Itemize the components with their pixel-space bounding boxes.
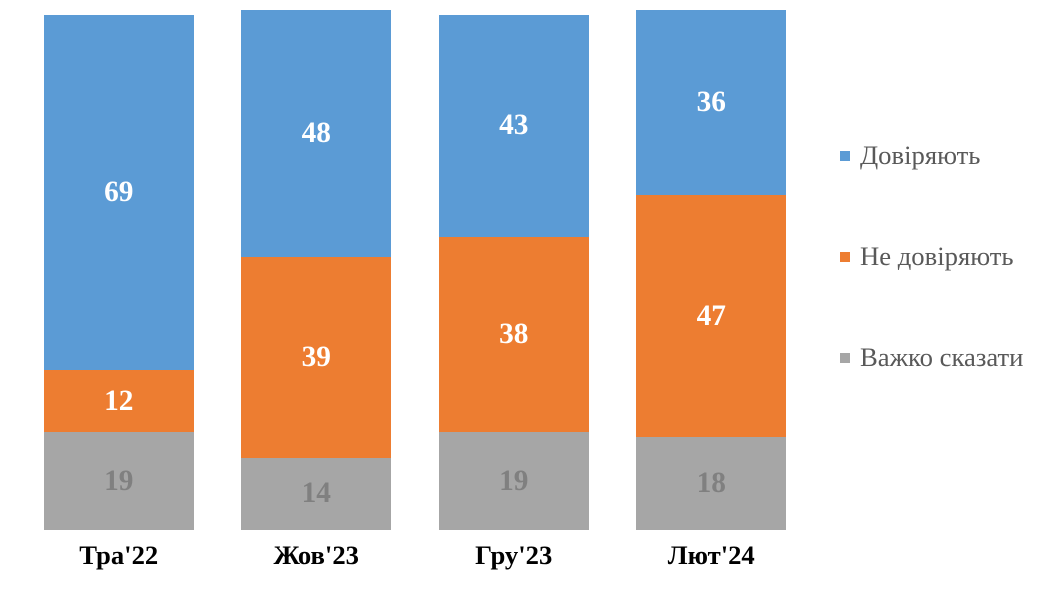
bar-segment-hard_to_say: 18 (636, 437, 786, 530)
bar-segment-distrust: 38 (439, 237, 589, 433)
chart-stage: 191269143948193843184736 Тра'22Жов'23Гру… (0, 0, 1062, 598)
bar-column: 184736 (636, 10, 786, 530)
x-axis-label: Гру'23 (439, 540, 589, 571)
x-axis-label: Жов'23 (241, 540, 391, 571)
legend-item-distrust: Не довіряють (840, 241, 1050, 272)
bar-segment-trust: 43 (439, 15, 589, 236)
bar-segment-hard_to_say: 14 (241, 458, 391, 530)
bar-segment-trust: 69 (44, 15, 194, 370)
bar-column: 193843 (439, 15, 589, 530)
bar: 191269 (44, 15, 194, 530)
x-axis-label: Лют'24 (636, 540, 786, 571)
legend-label: Не довіряють (860, 241, 1014, 272)
bar-segment-distrust: 12 (44, 370, 194, 432)
legend-swatch (840, 151, 850, 161)
bar-column: 191269 (44, 15, 194, 530)
legend-label: Довіряють (860, 140, 980, 171)
bar-column: 143948 (241, 10, 391, 530)
plot-area: 191269143948193843184736 (20, 10, 810, 530)
legend-swatch (840, 353, 850, 363)
bar-segment-trust: 48 (241, 10, 391, 257)
legend-item-hard_to_say: Важко сказати (840, 342, 1050, 373)
bar: 184736 (636, 10, 786, 530)
legend-item-trust: Довіряють (840, 140, 1050, 171)
legend-swatch (840, 252, 850, 262)
bar-segment-trust: 36 (636, 10, 786, 195)
bar: 193843 (439, 15, 589, 530)
bar-segment-distrust: 47 (636, 195, 786, 437)
x-axis-label: Тра'22 (44, 540, 194, 571)
legend-label: Важко сказати (860, 342, 1023, 373)
bar-segment-distrust: 39 (241, 257, 391, 458)
bar: 143948 (241, 10, 391, 530)
legend: Довіряють Не довіряють Важко сказати (840, 140, 1050, 443)
bar-segment-hard_to_say: 19 (44, 432, 194, 530)
x-axis: Тра'22 Жов'23 Гру'23 Лют'24 (20, 540, 810, 571)
bar-segment-hard_to_say: 19 (439, 432, 589, 530)
